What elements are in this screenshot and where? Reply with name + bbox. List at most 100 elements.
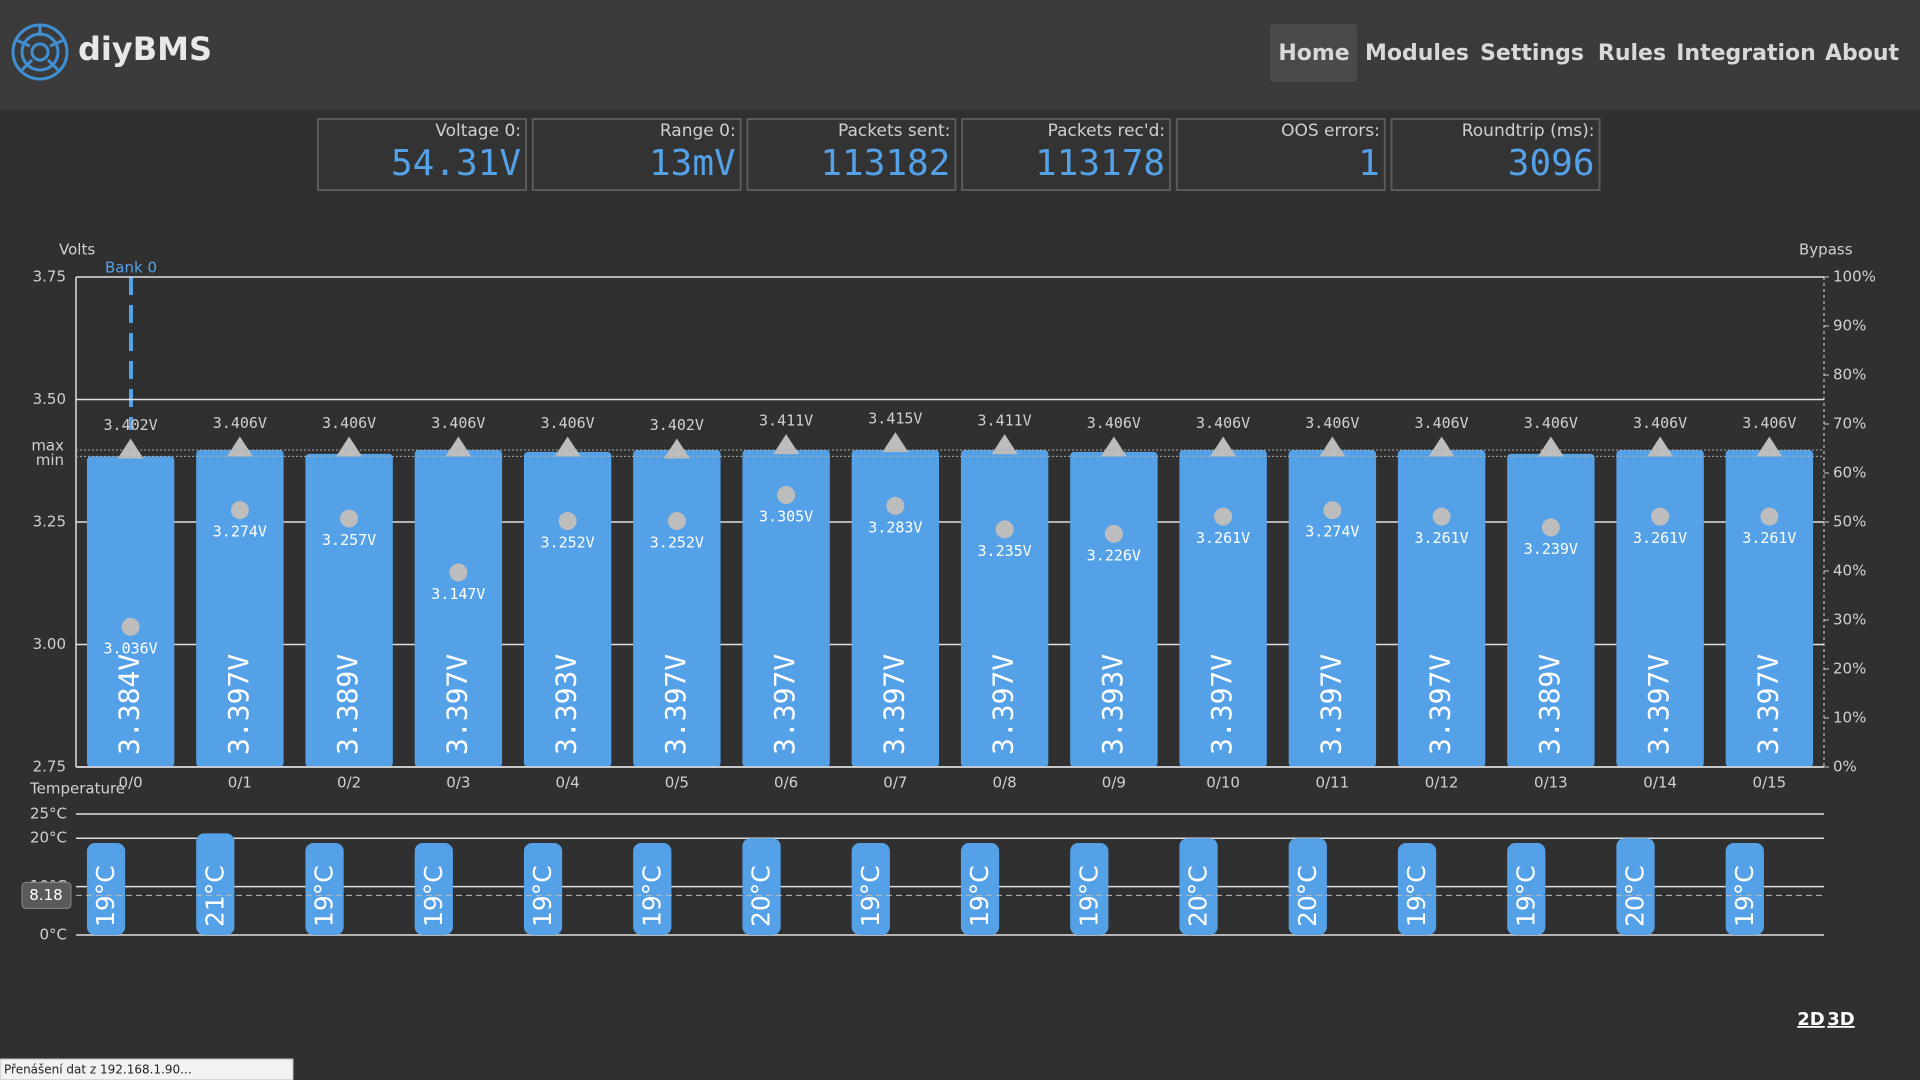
- nav-active-bg: [1270, 24, 1357, 82]
- bar: [1179, 449, 1267, 767]
- nav-item[interactable]: Integration: [1676, 41, 1816, 66]
- stat-value: 13mV: [649, 143, 736, 184]
- x-tick-label: 0/13: [1534, 774, 1568, 792]
- temp-label: 19°C: [1511, 865, 1540, 927]
- stat-label: Packets sent:: [838, 121, 950, 141]
- temp-bar: [1616, 838, 1655, 935]
- nav-item[interactable]: About: [1825, 41, 1900, 66]
- temp-label: 20°C: [1621, 865, 1650, 927]
- max-label: 3.415V: [868, 410, 922, 428]
- bar-label: 3.397V: [1751, 654, 1784, 755]
- nav-item[interactable]: Modules: [1365, 41, 1469, 66]
- max-marker: [882, 432, 909, 453]
- bar: [1725, 449, 1814, 767]
- max-marker: [773, 434, 800, 455]
- x-tick-label: 0/11: [1316, 774, 1350, 792]
- x-tick-label: 0/10: [1206, 774, 1240, 792]
- stat-box: [317, 118, 527, 191]
- bar: [1397, 449, 1486, 767]
- temp-bar: [196, 833, 235, 935]
- max-label: 3.406V: [1196, 414, 1250, 432]
- bar: [851, 449, 940, 767]
- y-tick-label: 20°C: [30, 829, 67, 847]
- stat-label: Roundtrip (ms):: [1462, 121, 1595, 141]
- max-label: 3.406V: [431, 414, 485, 432]
- bar: [86, 456, 175, 767]
- temp-bar: [1288, 838, 1327, 935]
- min-marker: [1214, 507, 1233, 526]
- min-marker: [1651, 507, 1670, 526]
- min-label: 3.257V: [322, 531, 376, 549]
- bar: [742, 449, 830, 767]
- max-label: 3.411V: [759, 412, 813, 430]
- y-axis-label: Volts: [59, 241, 95, 259]
- legend: Bank 0: [105, 259, 157, 277]
- min-label: 3.274V: [1305, 523, 1359, 541]
- y2-tick-label: 10%: [1833, 709, 1866, 727]
- y2-tick-label: 20%: [1833, 660, 1866, 678]
- bar: [1070, 451, 1158, 767]
- temp-bar: [305, 843, 344, 935]
- y-tick-label: 2.75: [33, 758, 66, 776]
- max-marker: [336, 436, 363, 457]
- min-marker: [340, 509, 359, 528]
- bar-label: 3.389V: [331, 654, 364, 755]
- max-marker: [1647, 436, 1674, 457]
- nav-item[interactable]: Home: [1278, 41, 1349, 66]
- max-marker: [554, 436, 581, 457]
- bar: [523, 451, 612, 767]
- min-label: 3.252V: [541, 534, 595, 552]
- y-tick-label: 3.25: [33, 513, 66, 531]
- max-marker: [1319, 436, 1346, 457]
- y2-axis-label: Bypass: [1799, 241, 1853, 259]
- y2-tick-label: 70%: [1833, 415, 1866, 433]
- min-marker: [1104, 524, 1123, 543]
- x-tick-label: 0/1: [228, 774, 252, 792]
- x-tick-label: 0/14: [1643, 774, 1677, 792]
- stat-label: Voltage 0:: [435, 121, 521, 141]
- y-tick-label: 0°C: [39, 926, 67, 944]
- view-link[interactable]: 2D: [1797, 1009, 1824, 1030]
- bar-label: 3.397V: [440, 654, 473, 755]
- min-label: 3.226V: [1087, 546, 1141, 564]
- min-marker: [1432, 507, 1451, 526]
- min-marker: [558, 512, 577, 531]
- view-link[interactable]: 3D: [1827, 1009, 1854, 1030]
- bar-label: 3.397V: [1642, 654, 1675, 755]
- bar-label: 3.397V: [1205, 654, 1238, 755]
- bar-label: 3.397V: [659, 654, 692, 755]
- min-label: 3.239V: [1524, 540, 1578, 558]
- temp-label: 19°C: [1074, 865, 1103, 927]
- nav-item[interactable]: Rules: [1598, 41, 1666, 66]
- min-marker: [121, 617, 140, 636]
- min-label: 3.305V: [759, 508, 813, 526]
- y-tick-label: 3.00: [33, 635, 66, 653]
- y2-tick-label: 100%: [1833, 268, 1876, 286]
- stat-value: 113178: [1035, 143, 1165, 184]
- min-marker: [1760, 507, 1779, 526]
- bar: [1616, 449, 1704, 767]
- max-label: 3.411V: [978, 412, 1032, 430]
- stat-value: 1: [1358, 143, 1380, 184]
- y2-tick-label: 60%: [1833, 464, 1866, 482]
- temp-bar: [851, 843, 890, 935]
- temp-label: 19°C: [310, 865, 339, 927]
- min-marker: [777, 486, 796, 505]
- y-tick-label: 3.50: [33, 390, 66, 408]
- min-marker: [1541, 518, 1560, 537]
- min-marker: [230, 501, 249, 520]
- nav-item[interactable]: Settings: [1480, 41, 1584, 66]
- max-label: 3.406V: [541, 414, 595, 432]
- min-marker: [667, 512, 686, 531]
- bar: [196, 449, 284, 767]
- header: [0, 0, 1920, 110]
- max-marker: [117, 438, 144, 459]
- x-tick-label: 0/2: [337, 774, 361, 792]
- min-marker: [886, 496, 905, 515]
- temp-label: 19°C: [91, 865, 120, 927]
- y-tick-label: 3.75: [33, 268, 66, 286]
- temp-bar: [633, 843, 672, 935]
- stat-value: 54.31V: [391, 143, 521, 184]
- min-label: 3.147V: [431, 585, 485, 603]
